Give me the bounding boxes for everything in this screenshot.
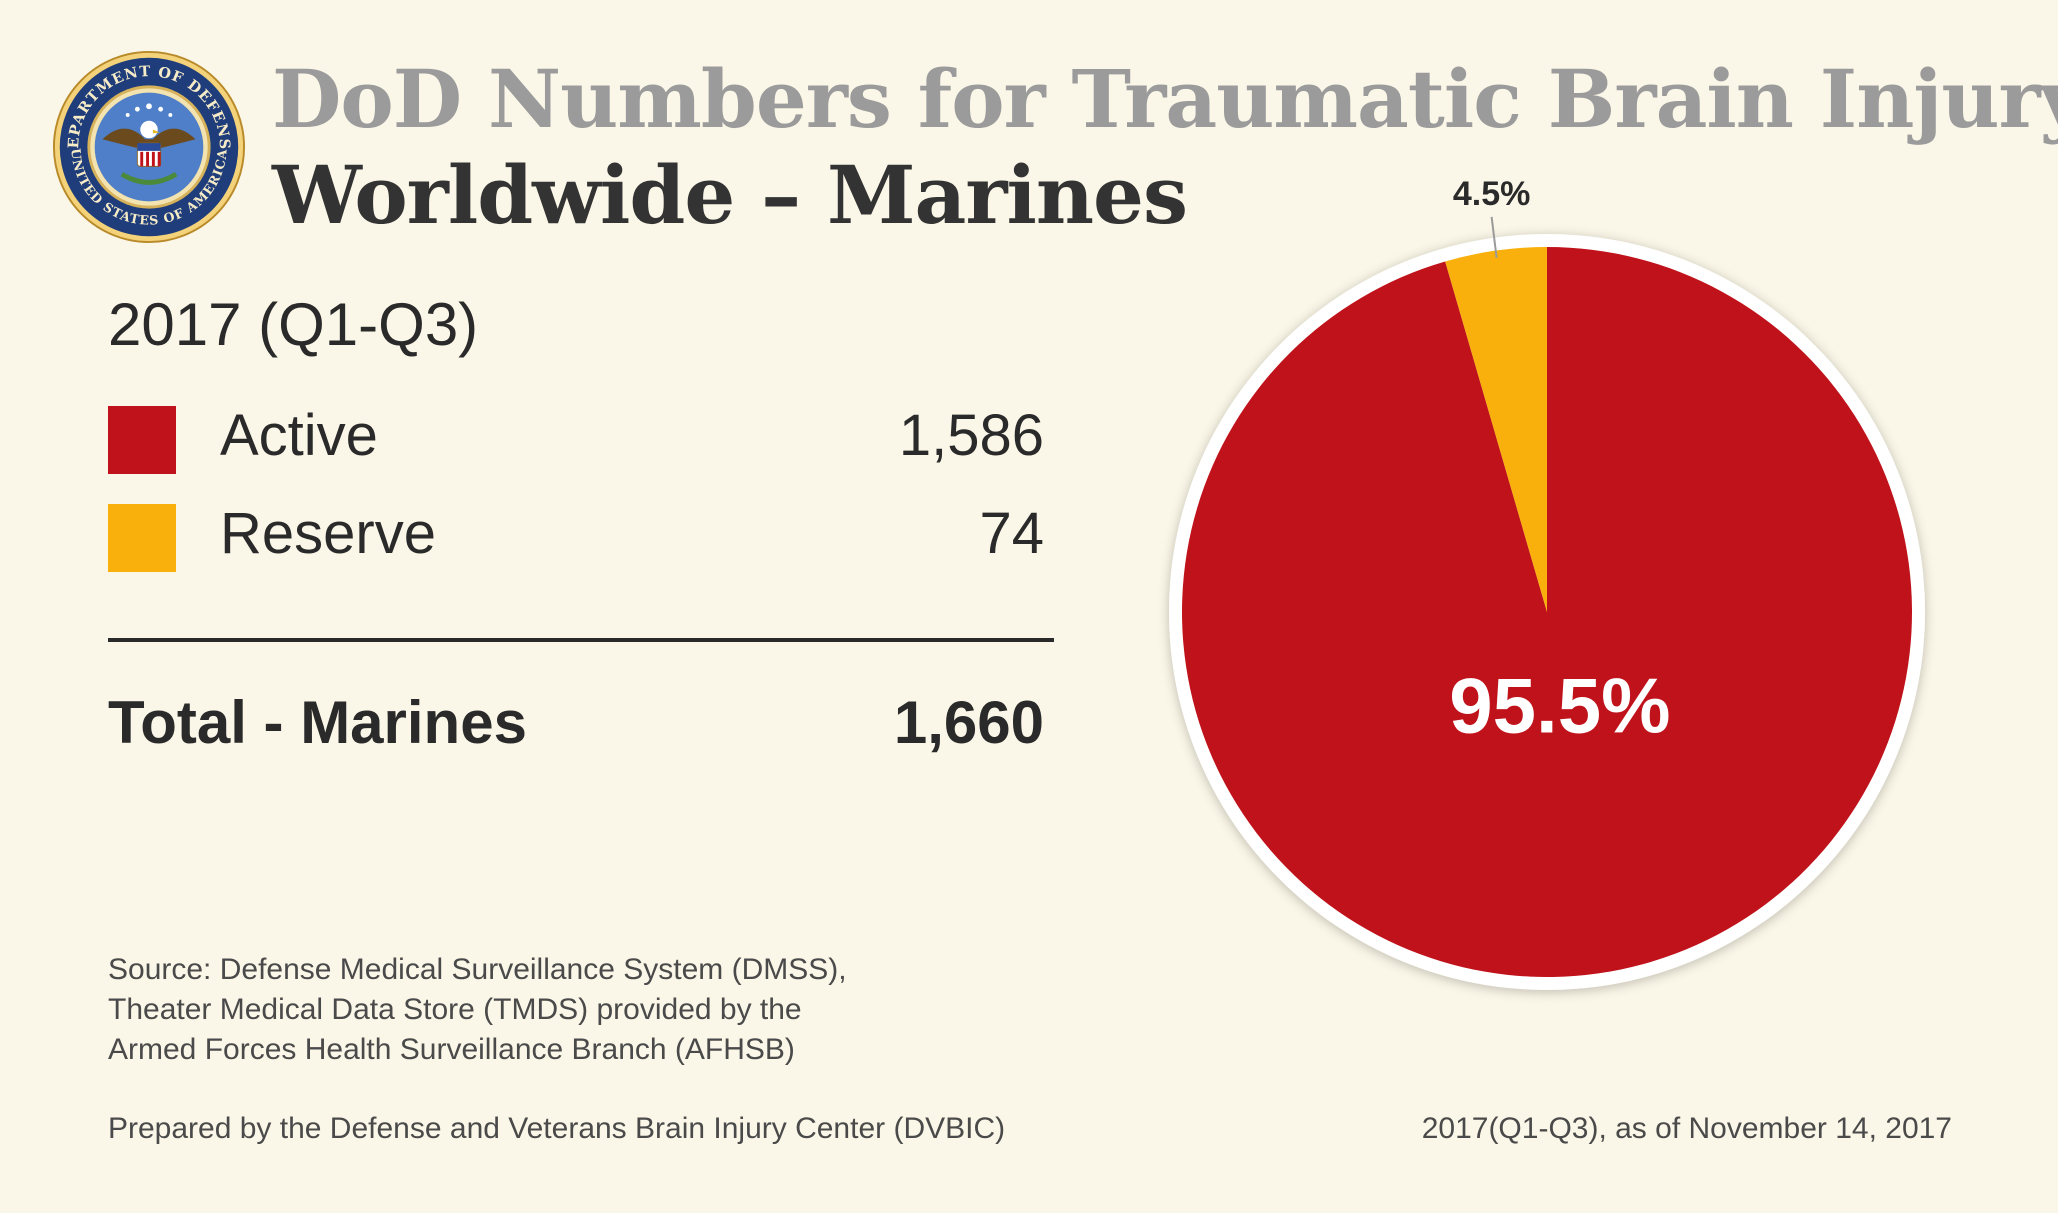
- total-label: Total - Marines: [108, 689, 527, 756]
- total-divider: [108, 638, 1054, 642]
- legend-swatch-reserve: [108, 504, 176, 572]
- legend-row-reserve: Reserve 74: [108, 500, 1044, 572]
- pie-chart: 95.5% 4.5%: [1169, 175, 1925, 990]
- dod-seal-logo: DEPARTMENT OF DEFENSE UNITED STATES OF A…: [52, 50, 246, 244]
- legend-row-active: Active 1,586: [108, 402, 1044, 474]
- pie-label-active: 95.5%: [1449, 661, 1670, 749]
- period-label: 2017 (Q1-Q3): [108, 291, 479, 358]
- legend-label-reserve: Reserve: [220, 501, 436, 566]
- legend-value-active: 1,586: [898, 403, 1044, 468]
- source-line: Source: Defense Medical Surveillance Sys…: [108, 953, 847, 986]
- pie-leader-line: [1490, 216, 1498, 258]
- pie-label-reserve: 4.5%: [1453, 175, 1531, 213]
- total-value: 1,660: [893, 689, 1044, 756]
- page-title: DoD Numbers for Traumatic Brain Injury: [272, 52, 2058, 146]
- prepared-by-note: Prepared by the Defense and Veterans Bra…: [108, 1112, 1006, 1145]
- source-line: Theater Medical Data Store (TMDS) provid…: [108, 993, 802, 1026]
- page-subtitle: Worldwide – Marines: [272, 148, 1188, 242]
- source-line: Armed Forces Health Surveillance Branch …: [108, 1033, 795, 1066]
- legend-swatch-active: [108, 406, 176, 474]
- pie-slice-reserve: [1445, 247, 1547, 612]
- source-note: Source: Defense Medical Surveillance Sys…: [108, 950, 847, 1070]
- dateline: 2017(Q1-Q3), as of November 14, 2017: [1421, 1112, 1952, 1145]
- legend-label-active: Active: [220, 403, 378, 468]
- legend-value-reserve: 74: [979, 501, 1044, 566]
